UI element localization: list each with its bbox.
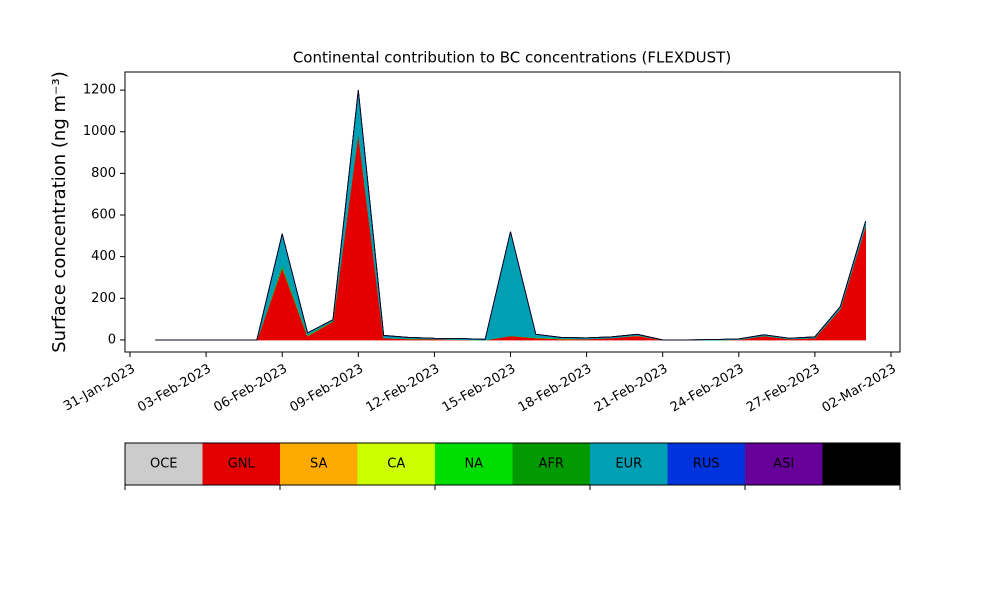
y-tick-label: 1000 xyxy=(83,124,116,139)
y-tick-label: 200 xyxy=(91,291,116,306)
x-tick-label: 06-Feb-2023 xyxy=(211,362,290,416)
legend-swatch xyxy=(357,443,435,485)
x-tick-label: 24-Feb-2023 xyxy=(668,362,747,416)
legend-swatch xyxy=(202,443,280,485)
legend-label: CA xyxy=(387,457,405,472)
x-tick-label: 15-Feb-2023 xyxy=(440,362,519,416)
area xyxy=(155,90,867,341)
y-tick-label: 1200 xyxy=(83,83,116,98)
legend-label: GNL xyxy=(228,457,256,472)
legend-label: ASI xyxy=(773,457,794,472)
legend-swatch xyxy=(512,443,590,485)
legend-label: RUS xyxy=(693,457,720,472)
area xyxy=(155,90,867,341)
legend-frame xyxy=(124,442,901,486)
y-tick-label: 800 xyxy=(91,166,116,181)
x-tick-label: 27-Feb-2023 xyxy=(744,362,823,416)
x-tick-label: 18-Feb-2023 xyxy=(516,362,595,416)
legend-label: AUS xyxy=(848,457,875,472)
x-tick-label: 21-Feb-2023 xyxy=(592,362,671,416)
legend-swatch xyxy=(667,443,745,485)
legend-swatch xyxy=(590,443,668,485)
x-tick-label: 09-Feb-2023 xyxy=(288,362,367,416)
y-axis-label: Surface concentration (ng m⁻³) xyxy=(49,71,70,353)
chart-title: Continental contribution to BC concentra… xyxy=(293,49,731,67)
y-tick-label: 0 xyxy=(108,332,116,347)
y-tick-label: 400 xyxy=(91,249,116,264)
legend-swatch xyxy=(435,443,513,485)
legend-swatch xyxy=(822,443,900,485)
legend-label: EUR xyxy=(615,457,642,472)
legend-ticks xyxy=(124,485,901,490)
legend-swatch xyxy=(745,443,823,485)
plot-frame xyxy=(124,71,901,353)
legend-swatch xyxy=(125,443,203,485)
y-tick-label: 600 xyxy=(91,208,116,223)
legend-swatch xyxy=(280,443,358,485)
x-tick-label: 03-Feb-2023 xyxy=(135,362,214,416)
legend-label: SA xyxy=(310,457,327,472)
x-tick-label: 02-Mar-2023 xyxy=(820,362,899,416)
x-tick-label: 12-Feb-2023 xyxy=(364,362,443,416)
x-tick-label: 31-Jan-2023 xyxy=(61,362,138,415)
legend-label: AFR xyxy=(539,457,564,472)
legend-label: NA xyxy=(464,457,483,472)
legend-label: OCE xyxy=(150,457,178,472)
